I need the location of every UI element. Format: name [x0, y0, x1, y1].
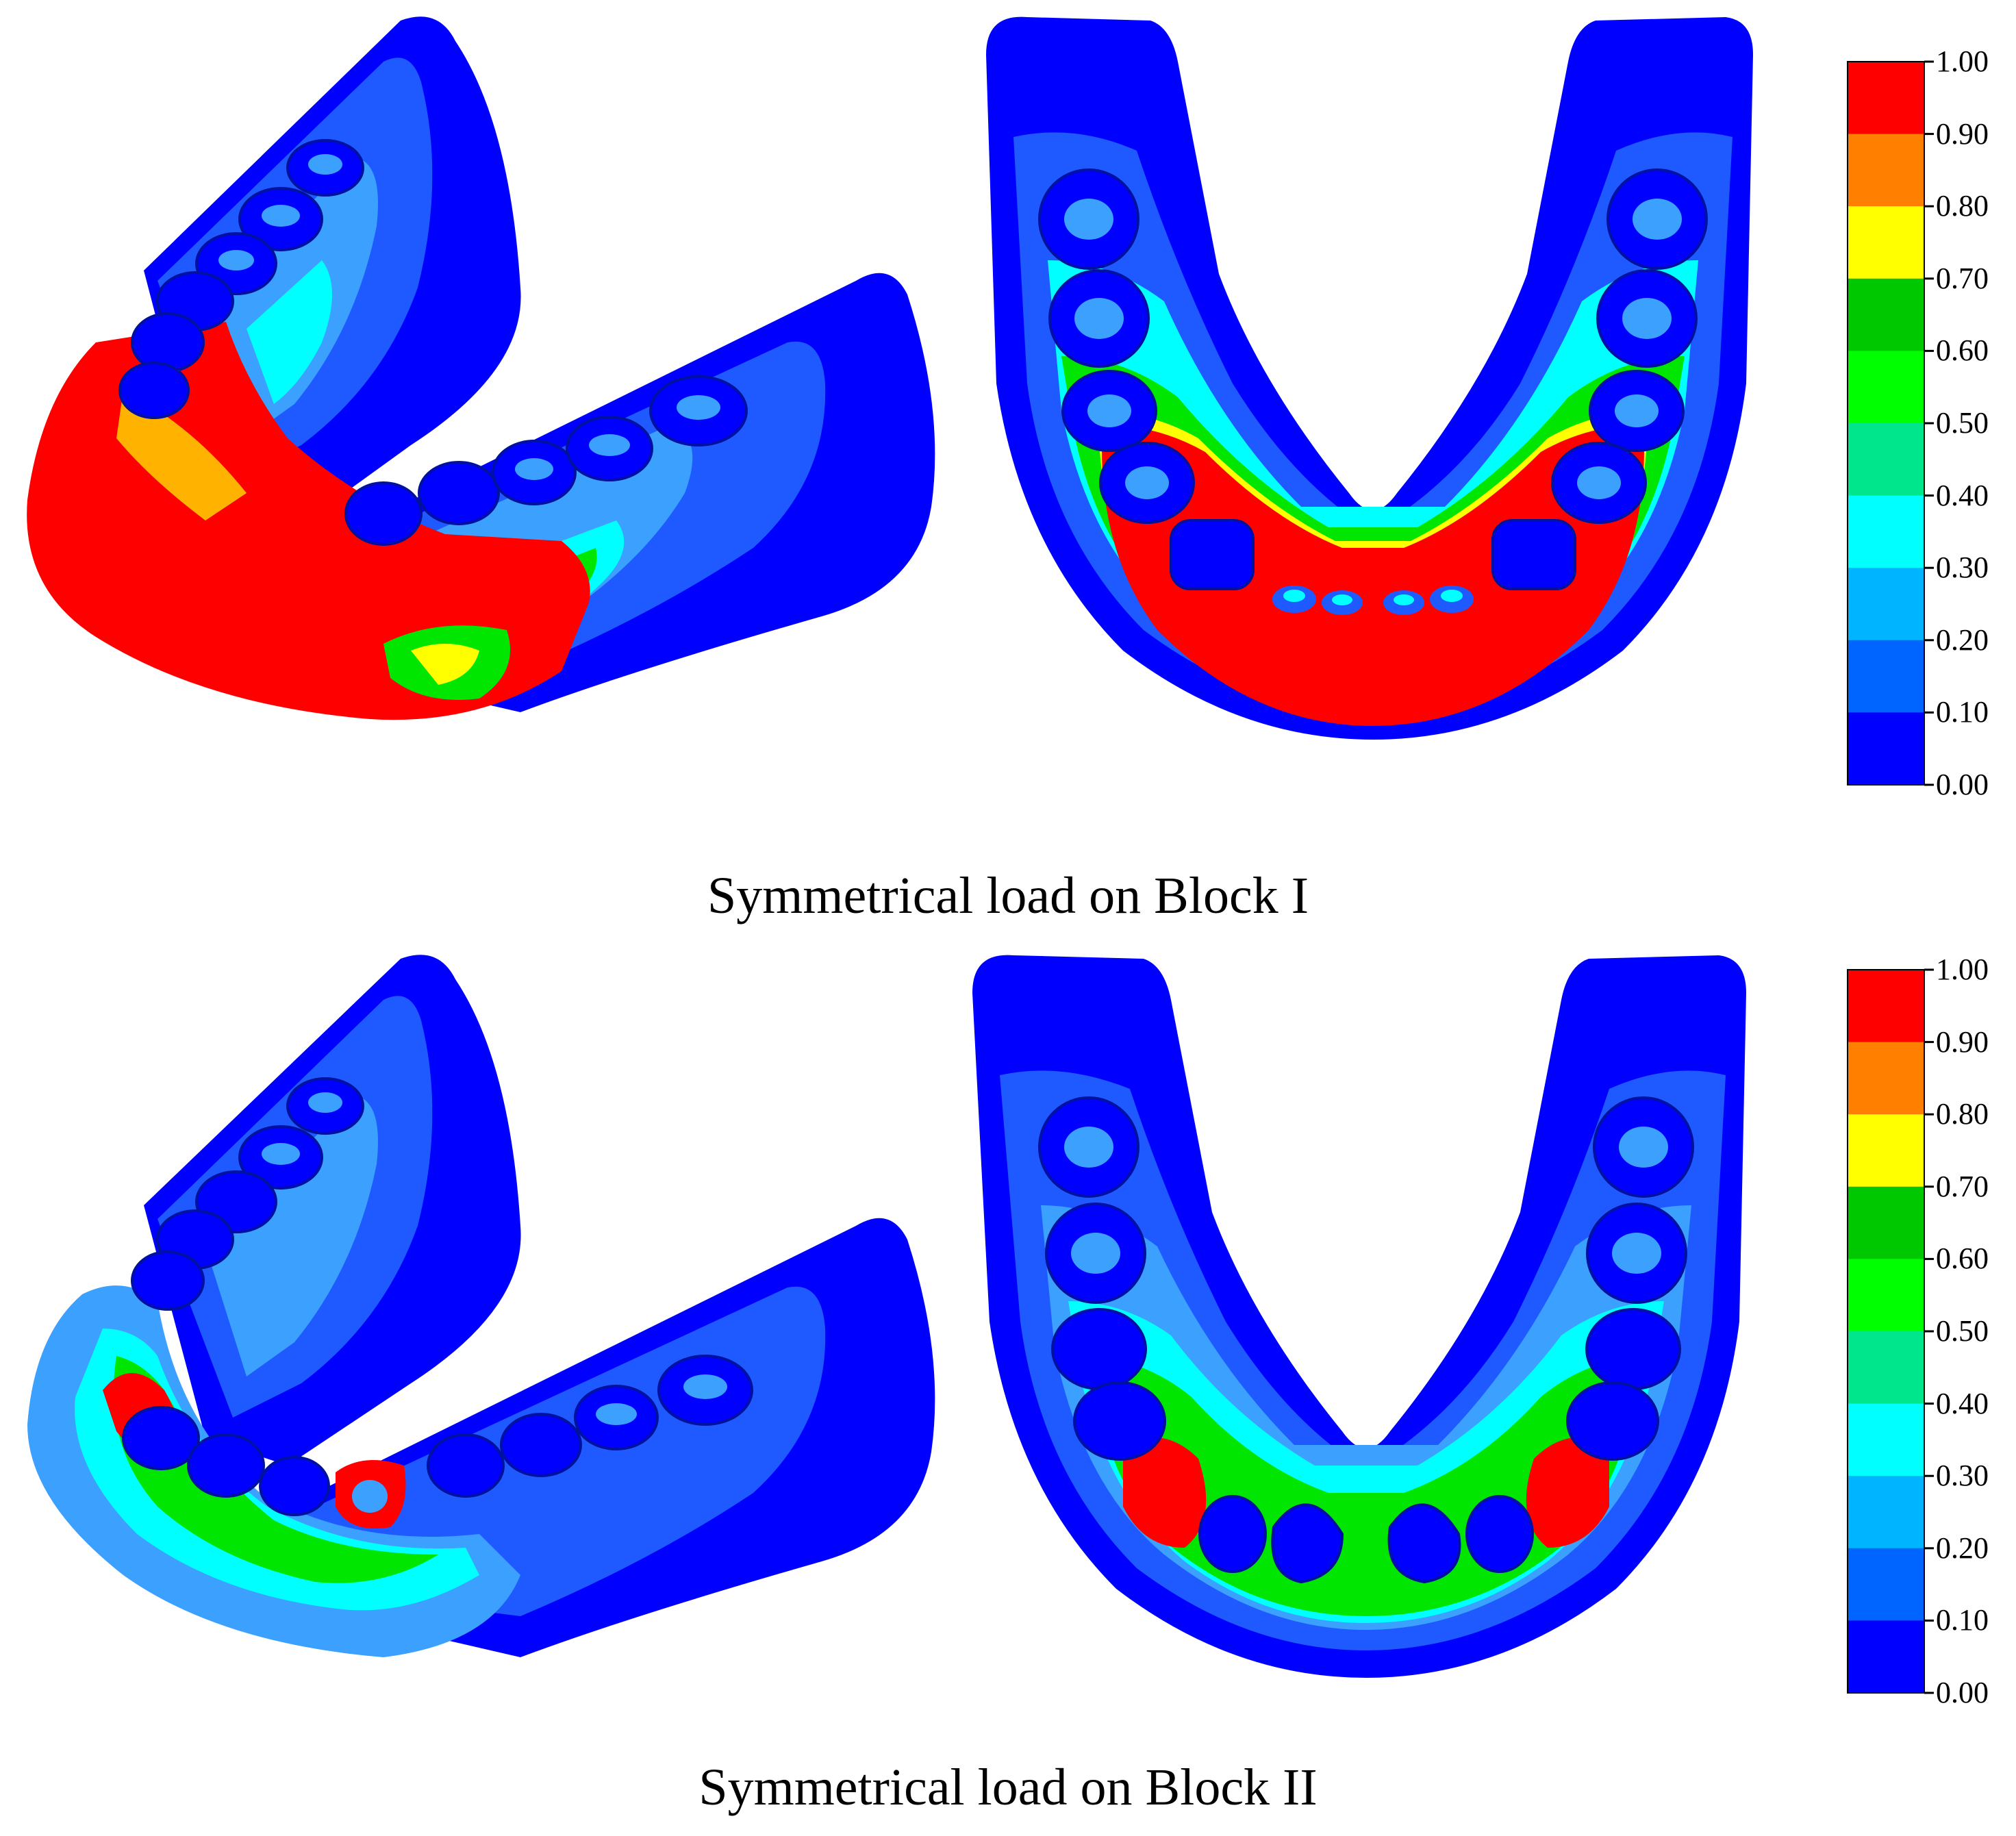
- colorbar-band: [1848, 1476, 1924, 1549]
- colorbar-tick-label: 0.60: [1936, 334, 1989, 368]
- colorbar-tick-label: 0.20: [1936, 1531, 1989, 1565]
- caption-block-1: Symmetrical load on Block I: [707, 867, 1309, 925]
- colorbar-tick-label: 1.00: [1936, 45, 1989, 78]
- colorbar-band: [1848, 134, 1924, 207]
- colorbar-band: [1848, 1114, 1924, 1187]
- colorbar-band: [1848, 62, 1924, 135]
- colorbar-tick-label: 0.90: [1936, 116, 1989, 151]
- colorbar-tick-label: 0.40: [1936, 1386, 1989, 1420]
- colorbar-tick-label: 0.00: [1936, 1676, 1989, 1709]
- occlusal-view-block-1: [986, 16, 1753, 740]
- colorbar-band: [1848, 1620, 1924, 1694]
- colorbar-tick-label: 0.20: [1936, 623, 1989, 657]
- colorbar-band: [1848, 1186, 1924, 1259]
- colorbar-band: [1848, 1259, 1924, 1332]
- colorbar-band: [1848, 1042, 1924, 1115]
- colorbar-tick-label: 0.70: [1936, 261, 1989, 295]
- caption-block-2: Symmetrical load on Block II: [698, 1759, 1318, 1816]
- colorbar-scale: [1847, 968, 1934, 1694]
- panel-block-1: 1.00 0.90 0.80 0.70 0.60 0.50 0.40 0.30 0.20 0.10…: [27, 16, 2016, 922]
- colorbar-band: [1848, 1403, 1924, 1476]
- colorbar-band: [1848, 712, 1924, 785]
- colorbar-tick-label: 0.90: [1936, 1024, 1989, 1059]
- colorbar-tick-label: 0.50: [1936, 1314, 1989, 1348]
- colorbar-band: [1848, 970, 1924, 1043]
- colorbar-band: [1848, 1331, 1924, 1405]
- colorbar-tick-label: 0.40: [1936, 478, 1989, 512]
- colorbar-tick-label: 1.00: [1936, 953, 1989, 986]
- colorbar-tick-label: 0.50: [1936, 406, 1989, 440]
- colorbar-band: [1848, 568, 1924, 641]
- colorbar-band: [1848, 640, 1924, 713]
- colorbar-band: [1848, 206, 1924, 279]
- colorbar-tick-label: 0.70: [1936, 1169, 1989, 1203]
- colorbar-band: [1848, 278, 1924, 351]
- colorbar-tick-label: 0.10: [1936, 695, 1989, 729]
- colorbar-band: [1848, 1548, 1924, 1621]
- colorbar-band: [1848, 423, 1924, 496]
- oblique-view-block-2: [27, 955, 935, 1657]
- colorbar-band: [1848, 495, 1924, 568]
- colorbar-scale: [1847, 60, 1934, 786]
- colorbar-tick-label: 0.80: [1936, 1097, 1989, 1131]
- colorbar-tick-label: 0.60: [1936, 1242, 1989, 1276]
- colorbar-tick-label: 0.30: [1936, 551, 1989, 585]
- panel-block-2: 1.00 0.90 0.80 0.70 0.60 0.50 0.40 0.30 0.20 0.10…: [0, 918, 2016, 1836]
- oblique-view-block-1: [27, 16, 935, 720]
- colorbar-tick-label: 0.10: [1936, 1603, 1989, 1637]
- colorbar-tick-label: 0.00: [1936, 768, 1989, 801]
- colorbar-tick-label: 0.30: [1936, 1459, 1989, 1493]
- colorbar-tick-label: 0.80: [1936, 189, 1989, 223]
- colorbar-block-1: 1.00 0.90 0.80 0.70 0.60 0.50 0.40 0.30 0.20 0.10…: [1842, 47, 2016, 800]
- colorbar-band: [1848, 351, 1924, 424]
- occlusal-view-block-2: [972, 955, 1746, 1678]
- colorbar-block-2: 1.00 0.90 0.80 0.70 0.60 0.50 0.40 0.30 0.20 0.10…: [1842, 955, 2016, 1708]
